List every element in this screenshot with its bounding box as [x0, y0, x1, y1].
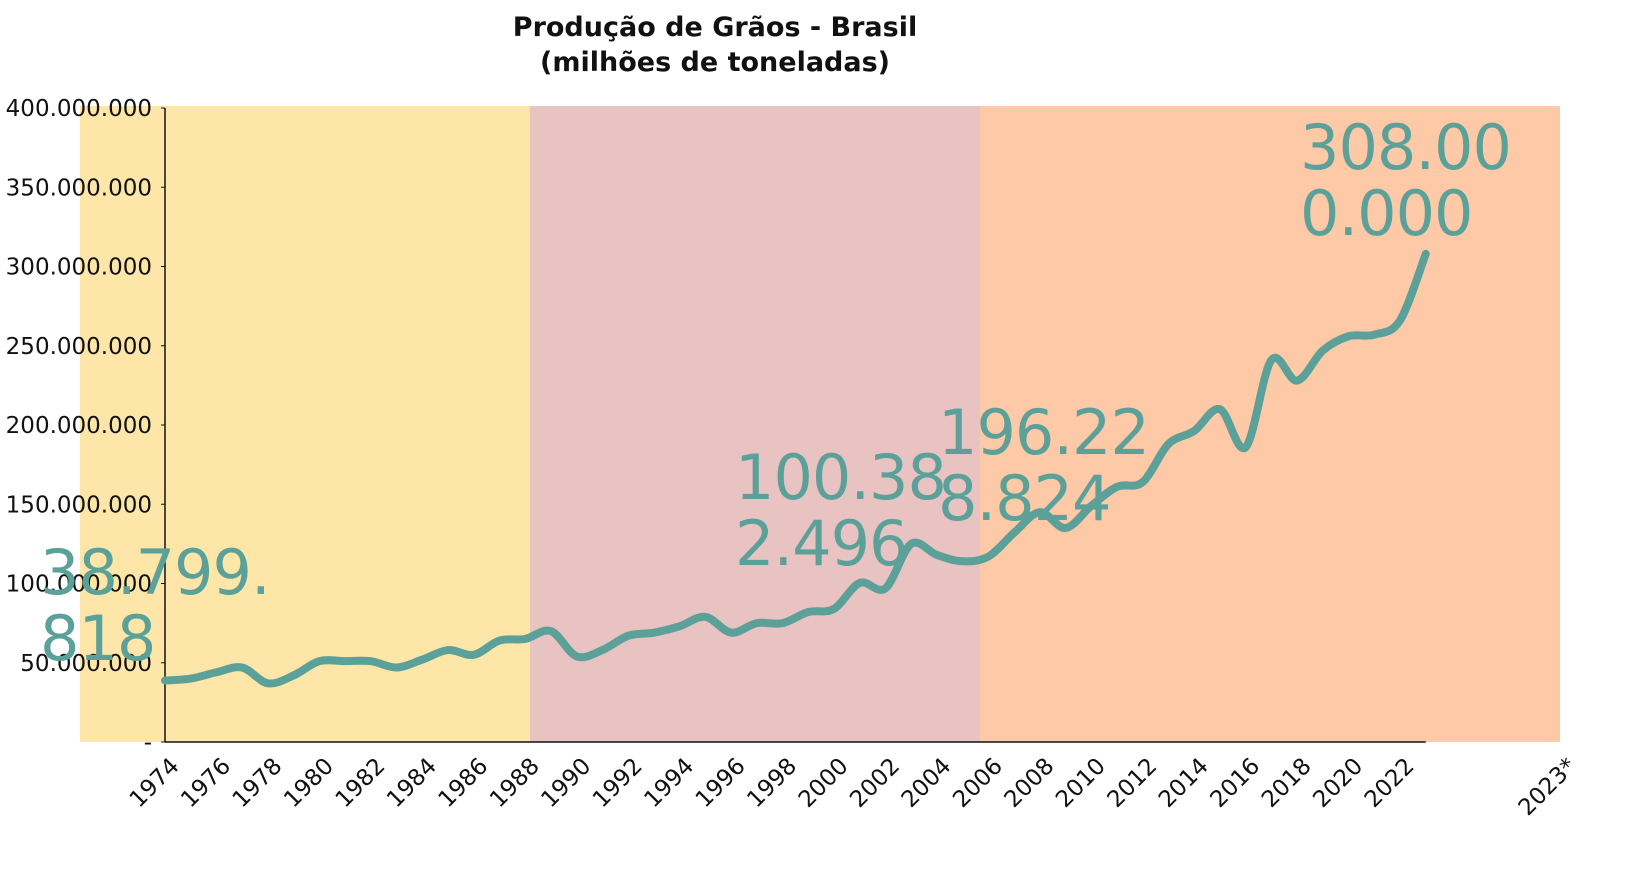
- y-tick-label: 350.000.000: [6, 175, 152, 201]
- x-tick-label: 2002: [845, 753, 905, 813]
- x-tick-label: 1978: [228, 753, 288, 813]
- y-tick-label: 150.000.000: [6, 492, 152, 518]
- x-tick-label: 2022: [1360, 753, 1420, 813]
- y-tick-label: 400.000.000: [6, 96, 152, 122]
- period-band: [980, 106, 1560, 742]
- x-tick-label: 2020: [1308, 753, 1368, 813]
- x-tick-label: 2016: [1206, 753, 1266, 813]
- x-tick-label: 2006: [948, 753, 1008, 813]
- y-tick-label: 300.000.000: [6, 255, 152, 281]
- period-band: [80, 106, 530, 742]
- x-tick-label: 1980: [279, 753, 339, 813]
- x-tick-label: 1996: [691, 753, 751, 813]
- x-tick-label: 2008: [1000, 753, 1060, 813]
- y-tick-label: 250.000.000: [6, 334, 152, 360]
- y-tick-label: -: [144, 730, 152, 756]
- x-tick-label: 1984: [382, 753, 442, 813]
- y-tick-label: 100.000.000: [6, 572, 152, 598]
- data-label: 38.799.818: [40, 536, 271, 675]
- y-tick-label: 200.000.000: [6, 413, 152, 439]
- chart-title: Produção de Grãos - Brasil: [513, 12, 917, 43]
- data-label: 308.000.000: [1300, 111, 1512, 250]
- x-tick-label: 1992: [588, 753, 648, 813]
- x-tick-label: 1998: [742, 753, 802, 813]
- x-tick-label: 1990: [537, 753, 597, 813]
- x-tick-label: 2010: [1051, 753, 1111, 813]
- x-tick-label: 1976: [176, 753, 236, 813]
- x-tick-label: 1994: [639, 753, 699, 813]
- x-tick-label: 1988: [485, 753, 545, 813]
- data-line: [161, 249, 1430, 688]
- y-tick-label: 50.000.000: [20, 651, 152, 677]
- x-tick-label: 2018: [1257, 753, 1317, 813]
- x-tick-label: 2012: [1103, 753, 1163, 813]
- x-tick-label: 1974: [125, 753, 185, 813]
- x-tick-label: 2023*: [1514, 753, 1582, 821]
- period-band: [530, 106, 980, 742]
- chart-subtitle: (milhões de toneladas): [540, 47, 890, 78]
- x-tick-label: 2004: [897, 753, 957, 813]
- x-tick-label: 2000: [794, 753, 854, 813]
- data-label: 196.228.824: [938, 396, 1150, 535]
- data-label: 100.382.496: [735, 441, 947, 580]
- x-tick-label: 1982: [331, 753, 391, 813]
- x-tick-label: 1986: [434, 753, 494, 813]
- x-tick-label: 2014: [1154, 753, 1214, 813]
